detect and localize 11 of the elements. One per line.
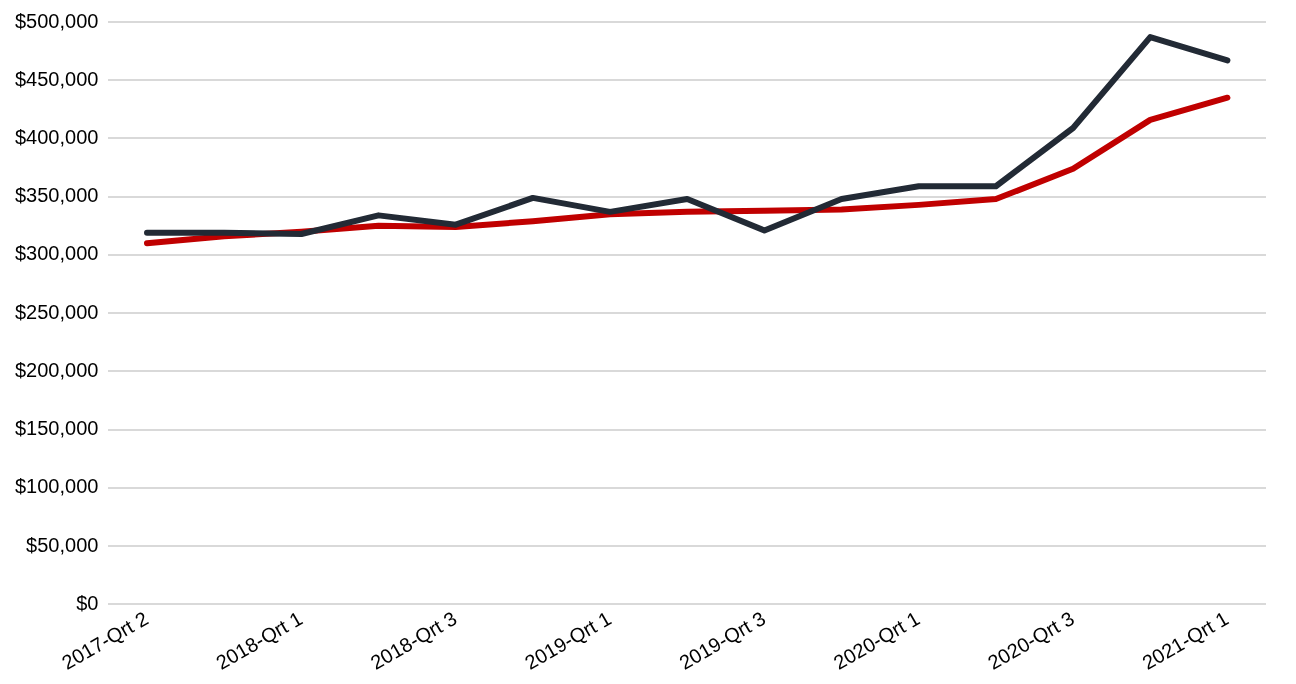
y-tick-label: $450,000 [15,67,99,90]
y-tick-label: $100,000 [15,475,99,498]
y-tick-label: $50,000 [26,533,99,556]
y-tick-label: $200,000 [15,358,99,381]
y-tick-label: $350,000 [15,184,99,207]
y-tick-label: $500,000 [15,9,99,32]
y-tick-label: $400,000 [15,126,99,148]
y-tick-label: $250,000 [15,300,99,323]
y-tick-label: $0 [76,591,99,614]
y-tick-label: $300,000 [15,242,99,265]
y-tick-label: $150,000 [15,417,99,440]
